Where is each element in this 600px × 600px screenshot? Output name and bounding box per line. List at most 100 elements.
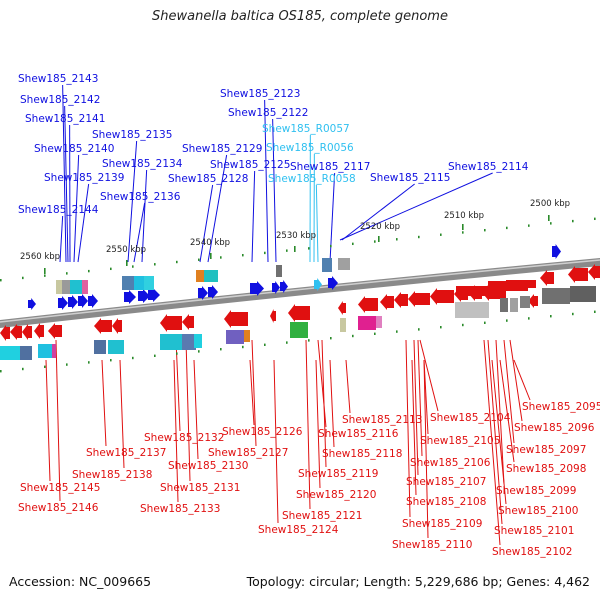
bottom-gene-label: Shew185_2116 [318, 428, 399, 440]
cog-feature-box [160, 334, 182, 350]
forward-gene-arrow [198, 286, 208, 300]
top-tick [264, 251, 266, 255]
bottom-gene-label: Shew185_2109 [402, 518, 482, 530]
top-gene-label: Shew185_2140 [34, 143, 114, 155]
cog-feature-box [62, 280, 72, 294]
bottom-gene-label: Shew185_2113 [342, 414, 422, 426]
reverse-gene-arrow [48, 323, 62, 339]
bottom-callout-line [315, 359, 321, 489]
top-callout-line [329, 172, 336, 263]
top-callout-line [207, 154, 228, 263]
bottom-tick [462, 323, 464, 327]
top-tick [154, 263, 156, 266]
bottom-gene-labels: Shew185_2113 Shew185_2104 Shew185_2095 Shew… [18, 401, 600, 558]
bottom-tick [66, 363, 68, 366]
major-tick [44, 268, 46, 274]
bottom-tick [198, 350, 200, 353]
scale-label: 2560 kbp [20, 252, 60, 262]
top-tick [528, 224, 530, 227]
cog-feature-box [542, 288, 570, 304]
bottom-gene-label: Shew185_2133 [140, 503, 220, 515]
top-tick [198, 258, 200, 261]
bottom-tick [418, 328, 420, 331]
forward-gene-arrow [88, 294, 98, 308]
reverse-gene-arrow [528, 294, 538, 308]
top-tick [550, 222, 552, 225]
top-callout-line [272, 118, 277, 263]
reverse-gene-arrow [540, 270, 554, 286]
top-callout-line [133, 202, 146, 263]
bottom-callout-line [423, 359, 429, 539]
bottom-callout-line [413, 339, 419, 476]
top-tick [220, 256, 222, 259]
bottom-gene-label: Shew185_2099 [496, 485, 576, 497]
top-gene-label: Shew185_2135 [92, 129, 172, 141]
bottom-gene-label: Shew185_2105 [420, 435, 500, 447]
bottom-tick [154, 354, 156, 357]
top-callout-line [264, 99, 269, 263]
top-gene-label: Shew185_2122 [228, 107, 308, 119]
forward-gene-arrow [68, 295, 78, 309]
bottom-gene-label: Shew185_2110 [392, 539, 472, 551]
bottom-callout-line [503, 339, 515, 444]
top-gene-label: Shew185_2125 [210, 159, 290, 171]
bottom-tick [88, 361, 90, 364]
scale-label: 2500 kbp [530, 199, 570, 209]
bottom-gene-label: Shew185_2106 [410, 457, 491, 469]
bottom-gene-label: Shew185_2104 [430, 412, 511, 424]
cog-feature-box [82, 280, 88, 294]
cog-feature-box [204, 270, 218, 282]
bottom-callout-line [173, 359, 179, 503]
top-gene-label: Shew185_R0056 [266, 142, 354, 154]
top-tick [286, 249, 288, 252]
cog-feature-box [20, 346, 32, 360]
forward-gene-arrow [148, 288, 160, 302]
top-gene-label: Shew185_2117 [290, 161, 370, 173]
reverse-gene-arrow [34, 323, 44, 339]
bottom-gene-label: Shew185_2118 [322, 448, 402, 460]
bottom-gene-label: Shew185_2096 [514, 422, 595, 434]
bottom-callout-line [499, 359, 515, 463]
top-tick [418, 235, 420, 239]
reverse-gene-arrow [160, 314, 182, 332]
top-callout-line [315, 184, 319, 263]
reverse-gene-arrow [408, 291, 430, 307]
reverse-gene-arrow [568, 266, 588, 283]
top-tick [308, 247, 310, 250]
bottom-gene-label: Shew185_2108 [406, 496, 486, 508]
bottom-tick [220, 348, 222, 351]
forward-gene-arrow [78, 294, 88, 308]
bottom-gene-label: Shew185_2130 [168, 460, 248, 472]
top-callout-line [77, 183, 90, 263]
reverse-gene-arrow [224, 310, 248, 328]
top-callout-line [127, 140, 138, 263]
reverse-gene-arrow [0, 325, 10, 341]
cog-feature-box [455, 302, 489, 318]
bottom-gene-label: Shew185_2138 [72, 469, 152, 481]
top-tick [110, 267, 112, 271]
bottom-callout-line [45, 359, 51, 482]
top-tick [176, 260, 178, 264]
cog-feature-box [500, 298, 508, 312]
bottom-tick [0, 370, 2, 373]
forward-gene-arrow [314, 278, 322, 291]
top-callout-line [199, 184, 214, 263]
bottom-callout-line [175, 339, 181, 432]
major-tick [378, 236, 380, 242]
cog-feature-box [94, 340, 106, 354]
top-tick [374, 240, 376, 243]
bottom-callout-line [495, 339, 505, 485]
forward-gene-arrow [58, 296, 68, 310]
cog-feature-box [134, 276, 144, 290]
bottom-callout-line [417, 339, 423, 457]
bottom-tick [176, 352, 178, 355]
cog-feature-box [194, 334, 202, 348]
bottom-gene-label: Shew185_2132 [144, 432, 224, 444]
bottom-tick [330, 337, 332, 340]
bottom-gene-label: Shew185_2121 [282, 510, 362, 522]
bottom-tick [374, 332, 376, 335]
top-tick [572, 219, 574, 223]
bottom-gene-label: Shew185_2131 [160, 482, 240, 494]
